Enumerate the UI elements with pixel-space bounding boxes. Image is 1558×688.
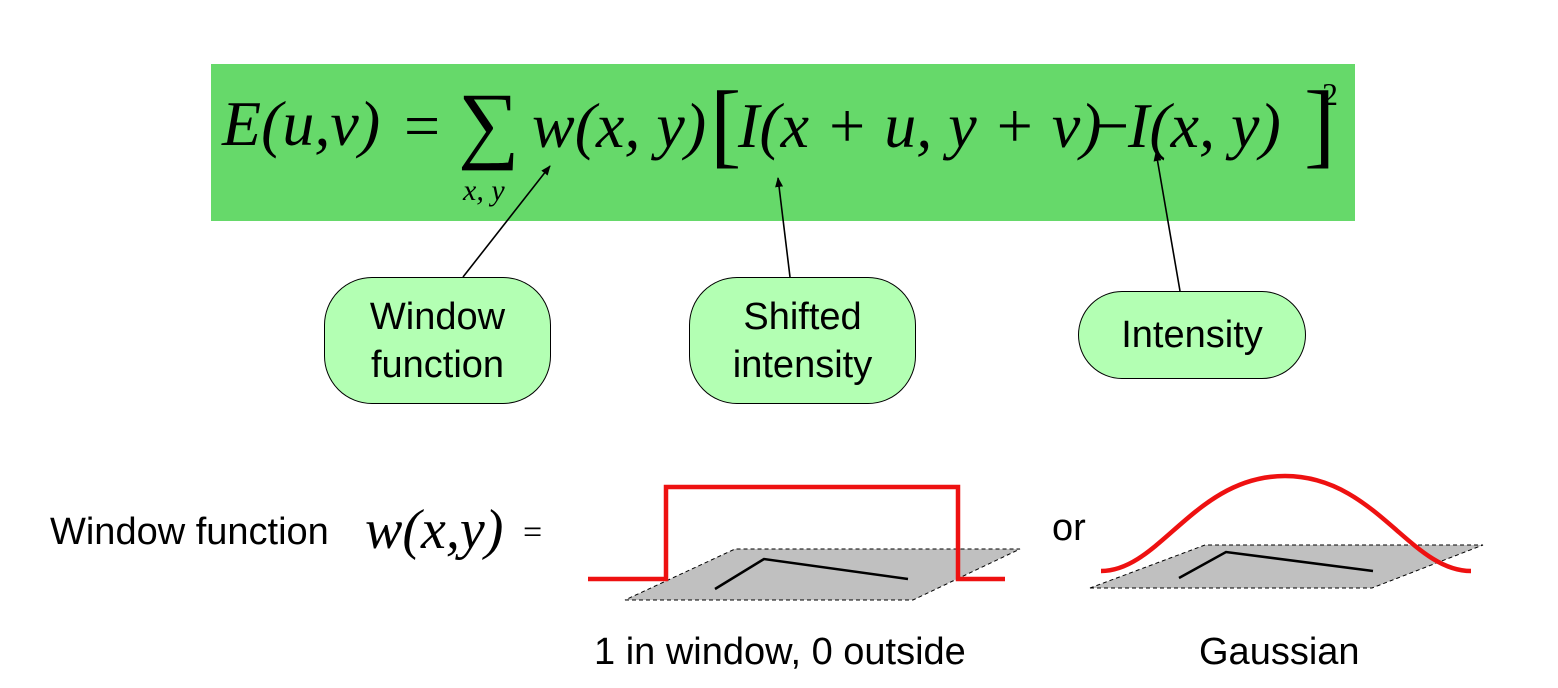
window-function-label: Window function [50,511,329,553]
window-function-math: w(x,y) [365,499,504,561]
window-function-arrow [462,165,551,278]
callout-line: Intensity [1121,314,1263,356]
formula-lhs: E(u,v) [222,88,381,159]
exponent: 2 [1322,76,1338,112]
gaussian-curve [1100,473,1472,574]
callout-line: function [370,343,505,386]
box-window-caption: 1 in window, 0 outside [594,631,966,673]
minus-sign: − [1093,90,1130,161]
summation-symbol: ∑ [458,75,520,171]
intensity-callout: Intensity [1078,291,1306,379]
shifted-intensity-arrow [775,177,791,278]
intensity-arrow [1153,151,1181,292]
plane-sketch [1178,550,1374,580]
box-window-curve [588,484,1005,582]
plane-sketch [714,557,909,591]
gaussian-caption: Gaussian [1199,631,1360,673]
rect-window-illustration [588,484,1021,601]
callout-line: Shifted [743,295,862,338]
open-bracket: [ [710,73,742,177]
formula-highlight [211,64,1355,221]
close-bracket: ] [1304,73,1336,177]
intensity-term: I(x, y) [1128,90,1281,161]
callout-line: Window [369,295,506,338]
image-plane [624,548,1021,601]
window-term: w(x, y) [532,90,707,161]
formula-equals: = [404,90,441,161]
shifted-intensity-callout: Shifted intensity [689,277,916,404]
window-function-equals: = [523,514,543,551]
callout-line: intensity [732,343,873,386]
summation-subscript: x, y [463,174,505,207]
window-function-callout: Window function [324,277,551,404]
image-plane [1089,544,1484,589]
or-connector: or [1052,507,1086,549]
gaussian-window-illustration [1089,473,1484,589]
shifted-intensity-term: I(x + u, y + v) [738,90,1102,161]
